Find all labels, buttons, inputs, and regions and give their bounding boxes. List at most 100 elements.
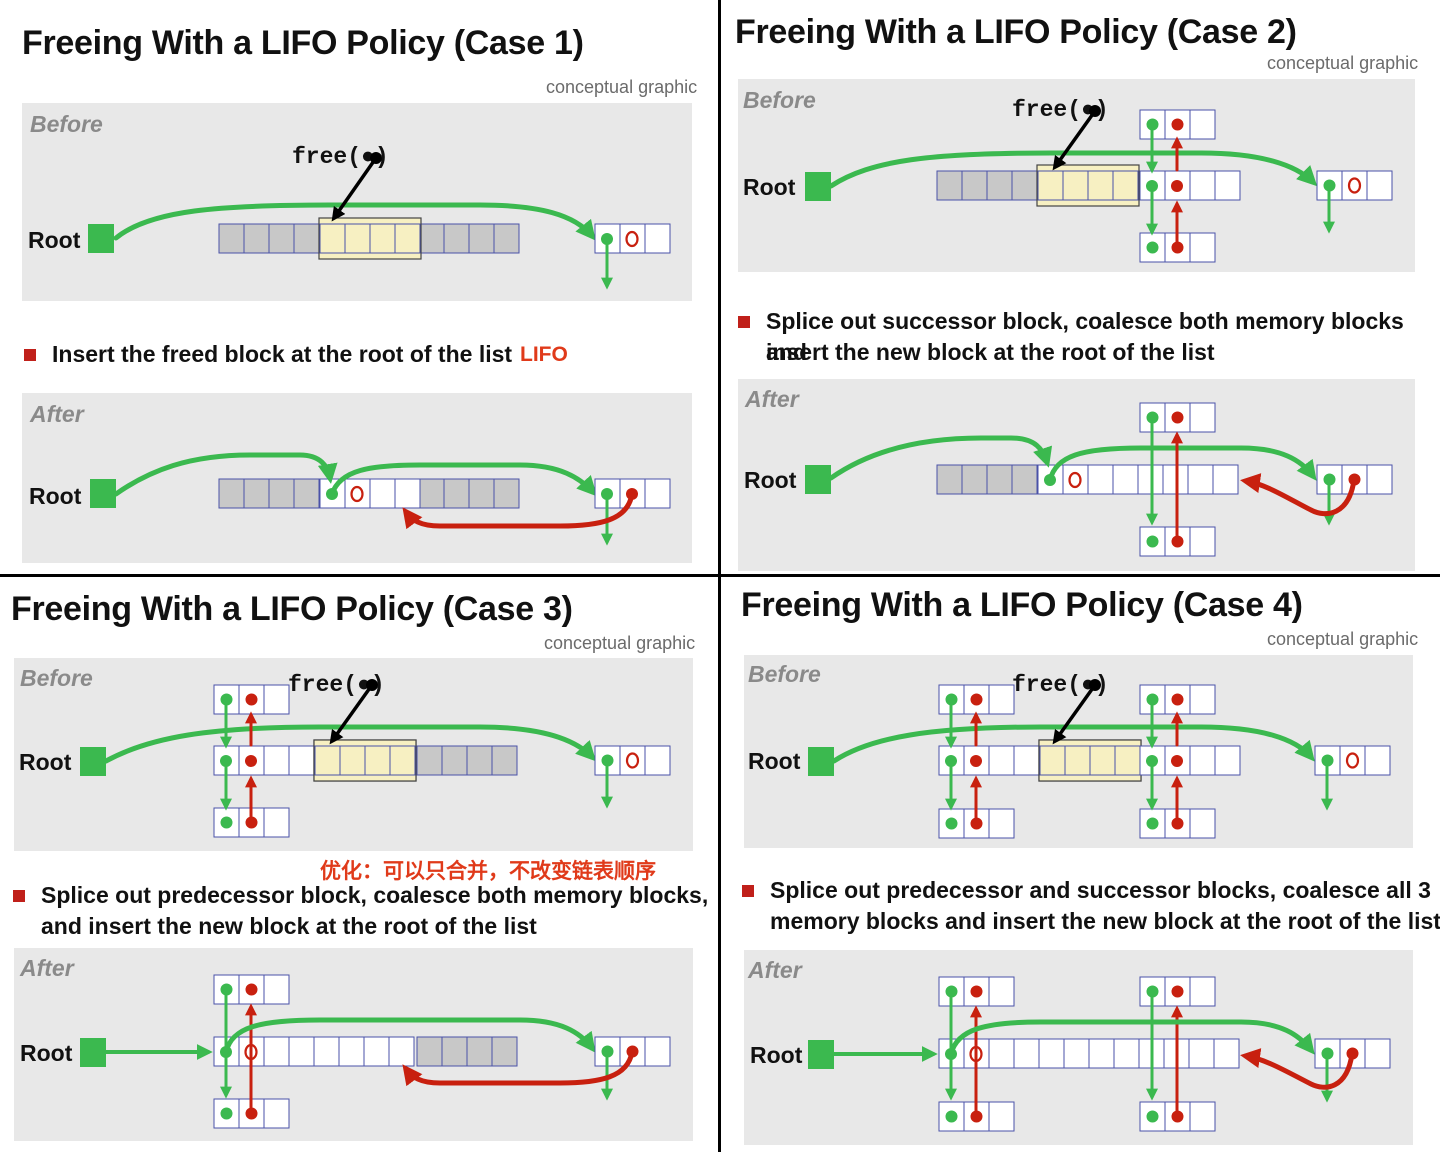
root-link [828,435,1053,481]
case1-before-root-label: Root [28,227,81,253]
block-cell [1213,1038,1240,1069]
block-cell [394,223,421,254]
bullet-marker [742,885,754,897]
list-node-cell [619,745,646,776]
block-cell [1063,1038,1090,1069]
list-node-cell [1189,808,1216,839]
block-cell [1188,1038,1215,1069]
list-node-cell [1189,526,1216,557]
block-cell [1088,1038,1115,1069]
case2-diagram [805,105,1393,557]
next-pointer-dot [945,1110,958,1123]
bullet-marker [24,349,36,361]
case3-diagram [80,679,671,1129]
next-pointer-dot [1146,817,1159,830]
root-pointer [80,1038,106,1067]
prev-pointer-dot [1171,180,1183,192]
list-node-cell [263,807,290,838]
prev-pointer-dot [970,755,982,767]
prev-pointer-dot [245,983,258,996]
prev-pointer-dot [1171,755,1183,767]
null-prev-pointer [1068,471,1082,489]
block-cell [936,464,963,495]
block-cell [288,745,315,776]
block-cell [644,223,671,254]
case4-after-diagram [808,976,1391,1132]
null-prev-pointer [1347,177,1362,194]
root-pointer [80,747,106,776]
prev-link [1240,1048,1355,1090]
block-cell [313,1036,340,1067]
block-cell [363,1036,390,1067]
block-cell [416,1036,443,1067]
block-cell [1011,170,1038,201]
case3-after-diagram [80,974,671,1129]
prev-pointer-dot [1171,985,1184,998]
list-node-cell [1189,976,1216,1007]
case2-after-label: After [745,386,799,412]
prev-pointer-dot [1171,118,1184,131]
bullet-marker [738,316,750,328]
case4-diagram [808,679,1391,1132]
list-node-cell [1189,684,1216,715]
case1-lifo-tag: LIFO [520,343,568,366]
case3-quadrant: Freeing With a LIFO Policy (Case 3) conc… [0,577,719,1152]
case3-before-root-label: Root [19,749,72,775]
list-node-cell [263,684,290,715]
case2-before-root-label: Root [743,174,796,200]
block-cell [1214,745,1241,776]
prev-pointer-dot [1171,535,1184,548]
list-node-cell [644,745,671,776]
block-cell [1187,464,1214,495]
list-node-cell [263,974,290,1005]
prev-pointer-dot [1171,693,1184,706]
case1-before-label: Before [30,111,103,137]
prev-link [1240,473,1357,517]
case4-before-label: Before [748,661,821,687]
case2-bullet-line2: insert the new block at the root of the … [766,339,1215,365]
root-link [103,724,597,764]
list-node-cell [1364,1038,1391,1069]
block-cell [338,1036,365,1067]
case2-before-label: Before [743,87,816,113]
block-cell [389,745,416,776]
case4-before-diagram [808,679,1391,839]
case3-note: 优化：可以只合并，不改变链表顺序 [320,859,656,883]
block-cell [988,745,1015,776]
block-cell [263,1036,290,1067]
case1-title: Freeing With a LIFO Policy (Case 1) [22,24,584,62]
block-cell [1212,464,1239,495]
block-cell [263,745,290,776]
list-node-cell [1366,464,1393,495]
block-cell [468,223,495,254]
block-cell [441,745,468,776]
block-cell [218,478,245,509]
horizontal-divider [0,574,1440,577]
block-cell [986,464,1013,495]
block-cell [443,478,470,509]
block-cell [416,745,443,776]
list-node-cell [1189,1101,1216,1132]
block-cell [1189,170,1216,201]
null-prev-pointer [625,230,639,248]
list-node-cell [988,976,1015,1007]
prev-pointer-dot [245,693,258,706]
list-node-cell [1189,402,1216,433]
case3-after-label: After [20,955,74,981]
root-link [831,724,1315,764]
block-cell [619,223,646,254]
block-cell [394,478,421,509]
block-cell [243,223,270,254]
block-cell [268,223,295,254]
prev-link [402,1049,635,1087]
null-prev-pointer [350,485,364,503]
case4-after-root-label: Root [750,1042,803,1068]
null-prev-pointer [1345,752,1360,769]
case4-quadrant: Freeing With a LIFO Policy (Case 4) conc… [721,577,1440,1152]
case1-quadrant: Freeing With a LIFO Policy (Case 1) conc… [0,0,719,575]
root-pointer [88,224,114,253]
block-cell [466,1036,493,1067]
list-node-cell [1341,170,1368,201]
block-cell [961,464,988,495]
block-cell [1013,745,1040,776]
